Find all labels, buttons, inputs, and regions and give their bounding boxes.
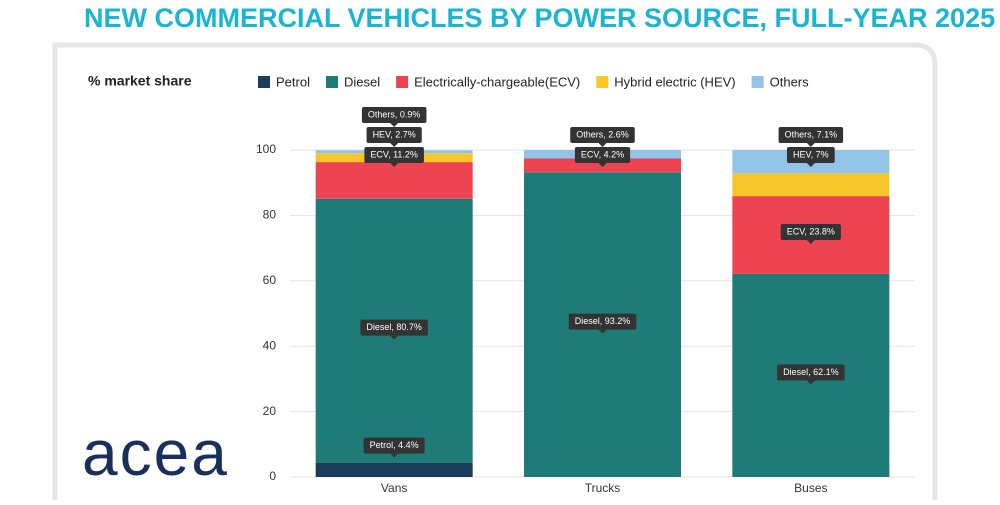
data-label-text: Diesel, 62.1% [783,367,839,377]
logo: acea [82,417,229,489]
legend-swatch [396,76,409,88]
chart-title: NEW COMMERCIAL VEHICLES BY POWER SOURCE,… [84,3,995,33]
data-label-pointer [806,143,815,147]
legend-label: Electrically-chargeable(ECV) [414,74,580,89]
legend-label: Diesel [344,74,380,89]
legend-label: Hybrid electric (HEV) [614,74,735,89]
x-tick-label: Trucks [585,481,621,495]
data-label-text: Petrol, 4.4% [370,440,419,450]
data-label-pointer [390,453,399,458]
bar-segment [732,173,890,197]
data-label-pointer [598,163,607,167]
y-tick-label: 20 [263,404,277,418]
legend-swatch [596,76,609,88]
data-label: ECV, 4.2% [574,147,631,167]
data-label-text: ECV, 11.2% [370,149,418,159]
data-label-box [363,437,425,454]
data-label-box [777,364,845,381]
data-label-box [366,127,422,143]
bar-segment [315,162,473,199]
data-label-text: ECV, 4.2% [581,149,624,159]
data-label: Petrol, 4.4% [363,437,425,458]
legend-swatch [325,76,338,88]
data-label: ECV, 23.8% [780,224,841,245]
data-label: HEV, 2.7% [366,127,422,147]
data-label-box [780,224,841,241]
data-label-pointer [390,335,399,340]
legend-label: Others [770,74,810,89]
data-label-pointer [806,163,815,167]
data-label-pointer [806,240,815,245]
data-label-text: ECV, 23.8% [787,226,835,236]
data-label-text: Diesel, 93.2% [575,316,631,326]
data-label-box [778,127,844,143]
data-label: Diesel, 62.1% [777,364,845,385]
x-tick-label: Vans [381,481,407,495]
y-tick-label: 100 [256,142,276,156]
data-label-text: Diesel, 80.7% [366,322,422,332]
data-label: ECV, 11.2% [364,147,424,167]
data-label-text: HEV, 7% [793,149,829,159]
data-label-box [570,127,635,143]
legend: Petrol Diesel Electrically-chargeable(ECV)… [258,74,809,89]
data-label: HEV, 7% [786,147,835,167]
legend-swatch [258,76,270,88]
y-tick-label: 0 [269,469,276,483]
bar-segment [315,462,473,477]
data-label-text: HEV, 2.7% [373,129,416,139]
y-axis-label: % market share [88,73,192,89]
legend-swatch [751,76,764,88]
legend-label: Petrol [276,74,310,89]
data-label: Others, 7.1% [778,127,844,147]
y-tick-label: 80 [263,208,277,222]
data-label-text: Others, 7.1% [785,129,838,139]
panel-border [52,42,938,500]
y-tick-label: 60 [263,273,277,287]
data-label-pointer [598,143,607,147]
data-label-box [786,147,835,163]
data-label-pointer [806,380,815,385]
data-label-text: Others, 0.9% [368,109,421,119]
data-label-box [360,319,428,336]
data-label-pointer [390,123,399,127]
y-tick-label: 40 [263,338,277,352]
x-tick-label: Buses [794,481,827,495]
data-label: Others, 2.6% [570,127,635,147]
data-label-text: Others, 2.6% [576,129,629,139]
data-label-pointer [598,329,607,334]
data-label-pointer [390,163,399,167]
data-label: Diesel, 93.2% [568,313,637,334]
data-label-box [574,147,631,163]
data-label: Others, 0.9% [361,107,427,127]
data-label: Diesel, 80.7% [360,319,428,340]
data-label-pointer [390,143,399,147]
data-label-box [361,107,427,123]
data-label-box [364,147,424,163]
data-label-box [568,313,637,330]
